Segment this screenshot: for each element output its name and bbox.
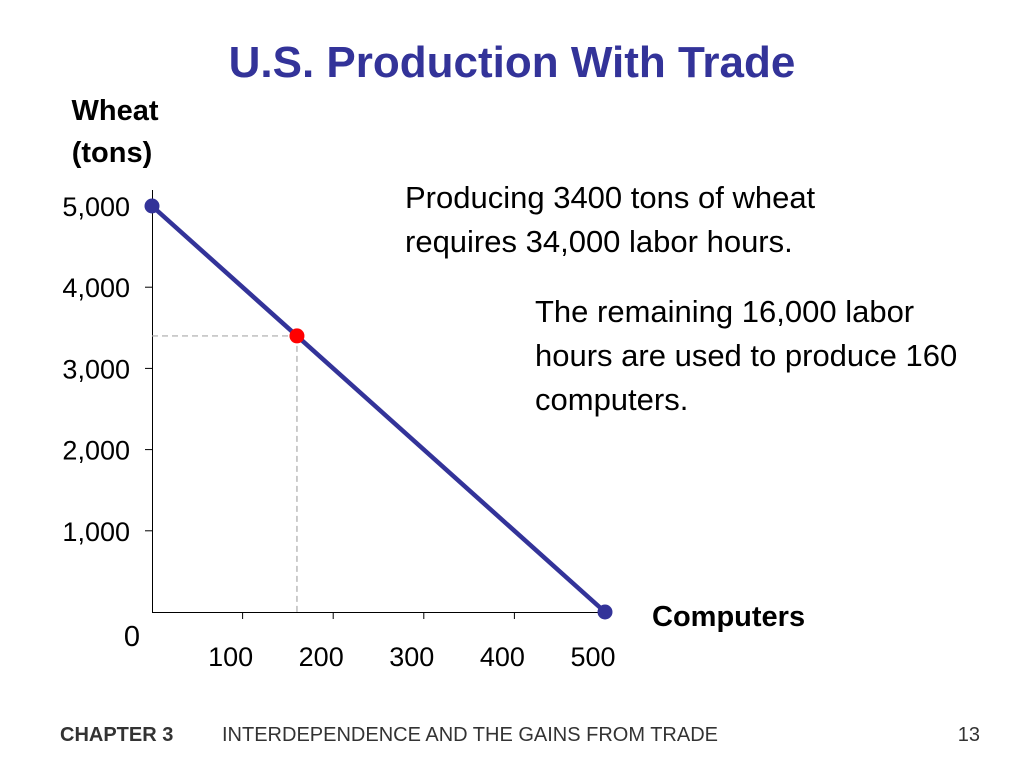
origin-label: 0: [124, 621, 140, 653]
points-layer: [144, 198, 613, 620]
y-tick-label: 2,000: [62, 436, 130, 466]
x-tick-label: 100: [208, 642, 253, 672]
endpoint-marker: [144, 198, 160, 214]
x-tick-label: 300: [389, 642, 434, 672]
y-tick-label: 3,000: [62, 354, 130, 384]
footer-chapter: CHAPTER 3: [60, 724, 174, 746]
y-tick-label: 4,000: [62, 273, 130, 303]
series-layer: [150, 204, 607, 614]
footer-chapter-title: INTERDEPENDENCE AND THE GAINS FROM TRADE: [222, 724, 718, 746]
slide-title: U.S. Production With Trade: [228, 38, 796, 87]
note-wheat-production: Producing 3400 tons of wheat requires 34…: [405, 180, 816, 259]
y-tick-label: 5,000: [62, 192, 130, 222]
x-tick-label: 400: [480, 642, 525, 672]
ppf-line: [150, 204, 607, 614]
x-ticks: 100 200 300 400 500: [208, 612, 616, 672]
y-tick-label: 1,000: [62, 517, 130, 547]
footer-page-number: 13: [957, 724, 980, 746]
y-ticks: 1,000 2,000 3,000 4,000 5,000: [62, 192, 152, 547]
x-tick-label: 200: [299, 642, 344, 672]
highlight-guides: [152, 335, 298, 612]
x-tick-label: 500: [570, 642, 615, 672]
y-axis-label-line2: (tons): [72, 137, 153, 169]
production-point-marker: [289, 328, 305, 344]
endpoint-marker: [597, 604, 613, 620]
y-axis-label-line1: Wheat: [72, 95, 159, 127]
x-axis-label: Computers: [652, 601, 805, 633]
note-computer-production: The remaining 16,000 labor hours are use…: [535, 294, 958, 417]
